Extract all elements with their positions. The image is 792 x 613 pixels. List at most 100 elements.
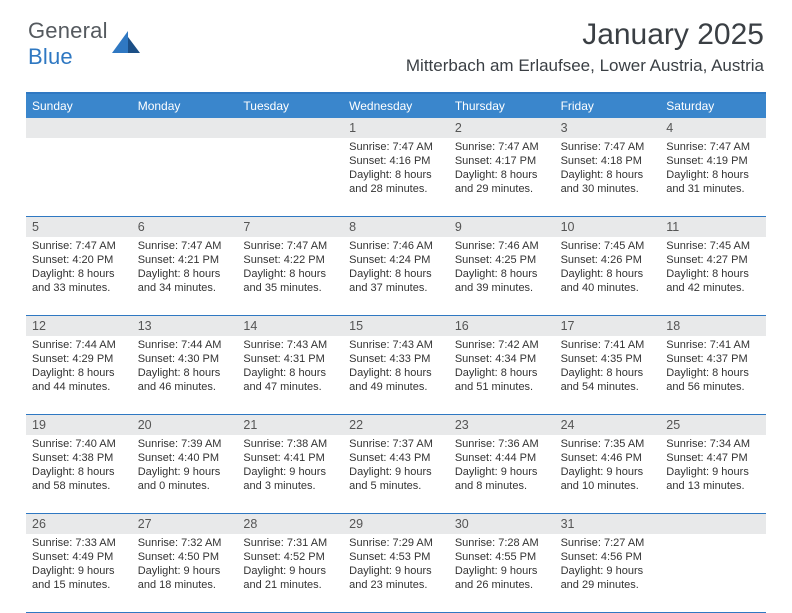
day-of-week-row: Sunday Monday Tuesday Wednesday Thursday… [26, 94, 766, 118]
day-dl1: Daylight: 8 hours [561, 267, 655, 281]
day-cell [26, 138, 132, 216]
day-details: Sunrise: 7:47 AMSunset: 4:20 PMDaylight:… [26, 237, 132, 299]
daynum-row: 262728293031 [26, 514, 766, 534]
day-details: Sunrise: 7:45 AMSunset: 4:26 PMDaylight:… [555, 237, 661, 299]
brand-mark-icon [110, 27, 144, 62]
day-dl1: Daylight: 9 hours [243, 564, 337, 578]
day-sunset: Sunset: 4:16 PM [349, 154, 443, 168]
day-dl2: and 56 minutes. [666, 380, 760, 394]
day-cell [660, 534, 766, 612]
day-cell: Sunrise: 7:36 AMSunset: 4:44 PMDaylight:… [449, 435, 555, 513]
day-sunrise: Sunrise: 7:47 AM [243, 239, 337, 253]
day-number: 30 [449, 514, 555, 534]
day-cell: Sunrise: 7:41 AMSunset: 4:35 PMDaylight:… [555, 336, 661, 414]
day-dl1: Daylight: 8 hours [243, 267, 337, 281]
day-dl1: Daylight: 8 hours [32, 366, 126, 380]
day-dl2: and 8 minutes. [455, 479, 549, 493]
day-sunset: Sunset: 4:19 PM [666, 154, 760, 168]
day-details: Sunrise: 7:42 AMSunset: 4:34 PMDaylight:… [449, 336, 555, 398]
daynum-row: 1234 [26, 118, 766, 138]
day-details: Sunrise: 7:28 AMSunset: 4:55 PMDaylight:… [449, 534, 555, 596]
day-sunset: Sunset: 4:24 PM [349, 253, 443, 267]
day-number: 23 [449, 415, 555, 435]
day-details: Sunrise: 7:47 AMSunset: 4:18 PMDaylight:… [555, 138, 661, 200]
day-number: 8 [343, 217, 449, 237]
day-sunrise: Sunrise: 7:44 AM [138, 338, 232, 352]
day-details: Sunrise: 7:47 AMSunset: 4:21 PMDaylight:… [132, 237, 238, 299]
day-cell: Sunrise: 7:47 AMSunset: 4:20 PMDaylight:… [26, 237, 132, 315]
day-cell: Sunrise: 7:41 AMSunset: 4:37 PMDaylight:… [660, 336, 766, 414]
day-dl2: and 30 minutes. [561, 182, 655, 196]
week-row: Sunrise: 7:47 AMSunset: 4:16 PMDaylight:… [26, 138, 766, 217]
day-sunrise: Sunrise: 7:36 AM [455, 437, 549, 451]
day-dl1: Daylight: 8 hours [666, 366, 760, 380]
day-dl1: Daylight: 8 hours [349, 168, 443, 182]
day-cell: Sunrise: 7:37 AMSunset: 4:43 PMDaylight:… [343, 435, 449, 513]
day-cell: Sunrise: 7:28 AMSunset: 4:55 PMDaylight:… [449, 534, 555, 612]
day-cell: Sunrise: 7:33 AMSunset: 4:49 PMDaylight:… [26, 534, 132, 612]
day-sunrise: Sunrise: 7:46 AM [455, 239, 549, 253]
day-sunrise: Sunrise: 7:43 AM [349, 338, 443, 352]
day-cell: Sunrise: 7:43 AMSunset: 4:33 PMDaylight:… [343, 336, 449, 414]
day-dl1: Daylight: 9 hours [561, 564, 655, 578]
day-sunrise: Sunrise: 7:41 AM [666, 338, 760, 352]
day-cell: Sunrise: 7:46 AMSunset: 4:24 PMDaylight:… [343, 237, 449, 315]
day-dl2: and 39 minutes. [455, 281, 549, 295]
day-sunrise: Sunrise: 7:47 AM [138, 239, 232, 253]
day-sunset: Sunset: 4:40 PM [138, 451, 232, 465]
day-dl1: Daylight: 9 hours [561, 465, 655, 479]
day-dl1: Daylight: 9 hours [349, 564, 443, 578]
day-sunset: Sunset: 4:31 PM [243, 352, 337, 366]
day-details: Sunrise: 7:36 AMSunset: 4:44 PMDaylight:… [449, 435, 555, 497]
day-details: Sunrise: 7:47 AMSunset: 4:22 PMDaylight:… [237, 237, 343, 299]
day-number: 20 [132, 415, 238, 435]
day-dl2: and 33 minutes. [32, 281, 126, 295]
day-dl2: and 26 minutes. [455, 578, 549, 592]
day-sunset: Sunset: 4:56 PM [561, 550, 655, 564]
week-row: Sunrise: 7:40 AMSunset: 4:38 PM Daylight:… [26, 435, 766, 514]
day-sunrise: Sunrise: 7:39 AM [138, 437, 232, 451]
day-sunrise: Sunrise: 7:40 AM [32, 437, 126, 451]
day-number: 11 [660, 217, 766, 237]
day-number [26, 118, 132, 138]
day-dl2: and 54 minutes. [561, 380, 655, 394]
day-sunset: Sunset: 4:33 PM [349, 352, 443, 366]
day-sunset: Sunset: 4:52 PM [243, 550, 337, 564]
day-sunrise: Sunrise: 7:32 AM [138, 536, 232, 550]
day-dl1: Daylight: 8 hours [666, 267, 760, 281]
day-cell: Sunrise: 7:35 AMSunset: 4:46 PMDaylight:… [555, 435, 661, 513]
day-details: Sunrise: 7:41 AMSunset: 4:37 PMDaylight:… [660, 336, 766, 398]
day-number: 1 [343, 118, 449, 138]
weeks-container: 1234Sunrise: 7:47 AMSunset: 4:16 PMDayli… [26, 118, 766, 613]
week-row: Sunrise: 7:47 AMSunset: 4:20 PMDaylight:… [26, 237, 766, 316]
brand-name: General Blue [28, 18, 108, 70]
day-dl1: Daylight: 9 hours [455, 564, 549, 578]
day-dl2: and 5 minutes. [349, 479, 443, 493]
day-sunrise: Sunrise: 7:41 AM [561, 338, 655, 352]
day-sunrise: Sunrise: 7:44 AM [32, 338, 126, 352]
day-sunset: Sunset: 4:55 PM [455, 550, 549, 564]
brand-part2: Blue [28, 44, 73, 69]
day-dl2: and 51 minutes. [455, 380, 549, 394]
header: General Blue January 2025 Mitterbach am … [0, 0, 792, 82]
day-sunset: Sunset: 4:47 PM [666, 451, 760, 465]
day-cell: Sunrise: 7:47 AMSunset: 4:22 PMDaylight:… [237, 237, 343, 315]
day-sunset: Sunset: 4:46 PM [561, 451, 655, 465]
day-sunset: Sunset: 4:38 PM [32, 451, 126, 465]
day-number: 9 [449, 217, 555, 237]
day-number: 16 [449, 316, 555, 336]
day-number: 10 [555, 217, 661, 237]
day-cell: Sunrise: 7:44 AMSunset: 4:30 PMDaylight:… [132, 336, 238, 414]
day-number: 25 [660, 415, 766, 435]
day-cell: Sunrise: 7:47 AMSunset: 4:19 PMDaylight:… [660, 138, 766, 216]
day-details: Sunrise: 7:35 AMSunset: 4:46 PMDaylight:… [555, 435, 661, 497]
day-cell [132, 138, 238, 216]
day-cell: Sunrise: 7:29 AMSunset: 4:53 PMDaylight:… [343, 534, 449, 612]
day-dl2: and 37 minutes. [349, 281, 443, 295]
dow-tuesday: Tuesday [237, 94, 343, 118]
day-dl1: Daylight: 9 hours [32, 564, 126, 578]
day-details: Sunrise: 7:43 AMSunset: 4:33 PMDaylight:… [343, 336, 449, 398]
location: Mitterbach am Erlaufsee, Lower Austria, … [406, 56, 764, 76]
day-dl1: Daylight: 8 hours [138, 366, 232, 380]
day-dl1: Daylight: 8 hours [349, 366, 443, 380]
